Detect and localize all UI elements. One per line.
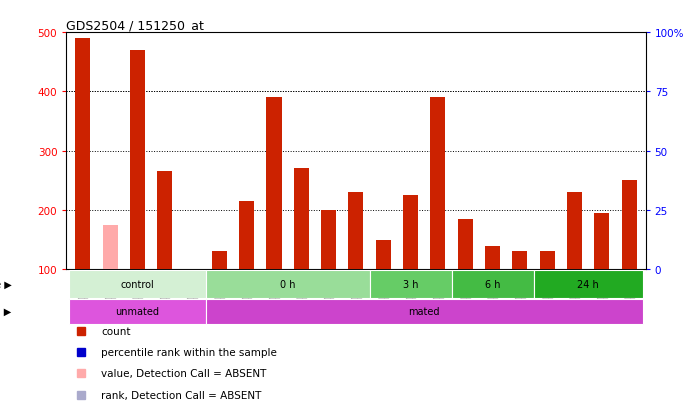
Bar (157, 172, 172, 270)
Text: GSM112970: GSM112970 (543, 272, 552, 318)
Text: GSM112965: GSM112965 (461, 272, 470, 318)
Text: value, Detection Call = ABSENT: value, Detection Call = ABSENT (101, 368, 267, 379)
Text: control: control (121, 279, 154, 289)
Bar (206, 299, 643, 324)
Text: GSM112947: GSM112947 (242, 272, 251, 318)
Bar (69, 299, 206, 324)
Bar (294, 169, 309, 270)
Bar (540, 252, 555, 270)
Text: 3 h: 3 h (403, 279, 418, 289)
Bar (206, 270, 370, 298)
Bar (103, 225, 117, 270)
Bar (622, 181, 637, 270)
Text: GDS2504 / 151250_at: GDS2504 / 151250_at (66, 19, 205, 32)
Text: mated: mated (408, 306, 440, 317)
Text: GSM112949: GSM112949 (297, 272, 306, 318)
Bar (533, 270, 643, 298)
Text: GSM112946: GSM112946 (215, 272, 224, 318)
Bar (69, 270, 206, 298)
Text: 6 h: 6 h (485, 279, 500, 289)
Text: GSM112964: GSM112964 (433, 272, 443, 318)
Text: unmated: unmated (115, 306, 159, 317)
Bar (458, 219, 473, 270)
Bar (567, 193, 582, 270)
Bar (431, 98, 445, 270)
Bar (403, 196, 418, 270)
Text: GSM112942: GSM112942 (133, 272, 142, 318)
Bar (485, 246, 500, 270)
Bar (512, 252, 528, 270)
Text: GSM112968: GSM112968 (515, 272, 524, 318)
Text: time ▶: time ▶ (0, 279, 11, 289)
Text: GSM112945: GSM112945 (188, 272, 197, 318)
Bar (376, 240, 391, 270)
Text: GSM112935: GSM112935 (105, 272, 114, 318)
Text: protocol ▶: protocol ▶ (0, 306, 11, 317)
Text: GSM112952: GSM112952 (352, 272, 360, 318)
Bar (75, 39, 90, 270)
Text: GSM112950: GSM112950 (324, 272, 333, 318)
Text: GSM112963: GSM112963 (406, 272, 415, 318)
Bar (348, 193, 364, 270)
Text: GSM112971: GSM112971 (570, 272, 579, 318)
Text: GSM112967: GSM112967 (488, 272, 497, 318)
Text: GSM112931: GSM112931 (78, 272, 87, 318)
Text: count: count (101, 327, 131, 337)
Text: GSM112972: GSM112972 (597, 272, 607, 318)
Bar (130, 51, 145, 270)
Bar (321, 211, 336, 270)
Text: GSM113345: GSM113345 (625, 272, 634, 318)
Text: GSM112962: GSM112962 (379, 272, 388, 318)
Text: GSM112943: GSM112943 (160, 272, 169, 318)
Bar (239, 202, 254, 270)
Bar (452, 270, 533, 298)
Text: rank, Detection Call = ABSENT: rank, Detection Call = ABSENT (101, 389, 262, 399)
Bar (267, 98, 281, 270)
Bar (595, 214, 609, 270)
Bar (211, 252, 227, 270)
Text: percentile rank within the sample: percentile rank within the sample (101, 347, 277, 358)
Text: 0 h: 0 h (280, 279, 295, 289)
Bar (370, 270, 452, 298)
Text: 24 h: 24 h (577, 279, 599, 289)
Text: GSM112948: GSM112948 (269, 272, 279, 318)
